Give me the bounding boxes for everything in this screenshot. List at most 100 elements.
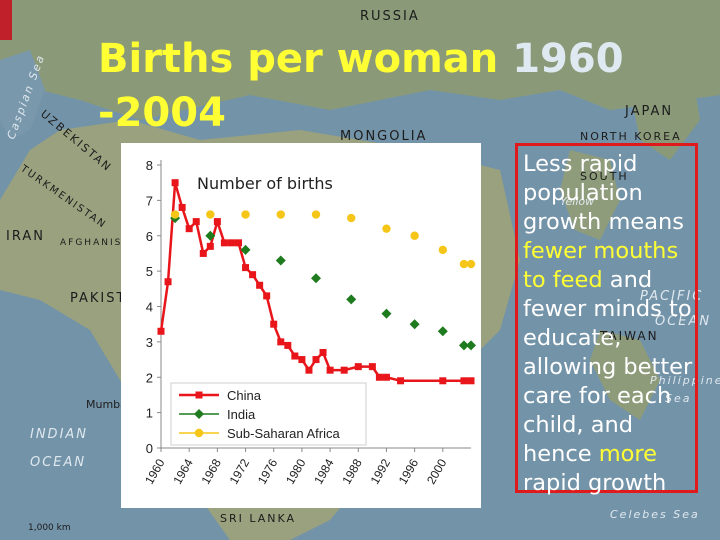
data-point-china xyxy=(439,377,447,385)
chart-annotation: Number of births xyxy=(197,174,333,193)
data-point-china xyxy=(397,377,405,385)
legend-marker-sub-saharan-africa xyxy=(194,428,204,438)
y-tick-label: 2 xyxy=(146,370,153,385)
x-tick-label: 1996 xyxy=(396,456,422,486)
map-label-taiwan: TAIWAN xyxy=(599,329,659,343)
data-point-china xyxy=(164,278,172,286)
text-part-2: and fewer minds to educate, allowing bet… xyxy=(523,267,693,467)
data-point-china xyxy=(185,225,193,233)
map-label-sea: Sea xyxy=(665,392,692,405)
slide-title: Births per woman 1960 -2004 xyxy=(98,32,658,140)
data-point-china xyxy=(256,281,264,289)
data-point-india xyxy=(437,326,448,337)
data-point-india xyxy=(466,340,476,351)
data-point-china xyxy=(368,363,376,371)
x-tick-label: 1960 xyxy=(142,456,168,486)
map-label-celebes: Celebes Sea xyxy=(610,508,700,521)
data-point-china xyxy=(305,366,313,374)
data-point-india xyxy=(311,273,321,284)
explanation-text: Less rapid population growth means fewer… xyxy=(518,146,695,498)
data-point-sub-saharan-africa xyxy=(311,210,321,219)
data-point-china xyxy=(263,292,271,300)
title-main: Births per woman xyxy=(98,36,499,82)
text-highlight-mouths: fewer mouths to feed xyxy=(523,238,679,293)
data-point-china xyxy=(213,218,221,226)
data-point-china xyxy=(220,239,228,247)
map-label-north-korea: NORTH KOREA xyxy=(580,130,682,143)
data-point-china xyxy=(242,264,250,272)
x-tick-label: 1984 xyxy=(311,456,337,486)
data-point-china xyxy=(277,338,285,346)
legend-marker-china xyxy=(195,391,203,399)
legend-marker-india xyxy=(194,409,204,419)
data-point-sub-saharan-africa xyxy=(438,245,448,255)
data-point-china xyxy=(157,327,165,335)
fertility-chart: 0 1 2 3 4 5 6 7 8 1960 1964 1968 1972 1976 1980 1984 198… xyxy=(142,158,476,487)
data-point-china xyxy=(249,271,257,279)
text-part-1: Less rapid population growth means xyxy=(523,151,684,235)
title-year-start: 1960 xyxy=(512,36,624,82)
data-point-india xyxy=(458,340,469,351)
text-part-3: rapid growth xyxy=(523,470,667,496)
data-point-india xyxy=(409,319,420,330)
data-point-china xyxy=(235,239,242,247)
chart-panel: 0 1 2 3 4 5 6 7 8 1960 1964 1968 1972 1976 1980 1984 198… xyxy=(121,143,481,508)
y-tick-label: 1 xyxy=(146,406,153,421)
explanation-box: Less rapid population growth means fewer… xyxy=(515,143,698,496)
data-point-china xyxy=(467,377,475,385)
data-point-china xyxy=(298,356,306,364)
x-tick-label: 1972 xyxy=(227,456,253,486)
map-label-philippine: Philippine xyxy=(650,374,720,387)
map-label-indian: INDIAN xyxy=(30,427,88,442)
map-label-japan: JAPAN xyxy=(624,104,673,119)
data-point-sub-saharan-africa xyxy=(276,210,285,219)
data-point-china xyxy=(227,239,235,247)
data-point-china xyxy=(291,352,299,360)
map-label-mumbai: Mumbai xyxy=(86,398,130,411)
x-tick-label: 2000 xyxy=(424,456,450,486)
data-point-china xyxy=(375,373,383,381)
y-tick-label: 4 xyxy=(146,300,153,315)
y-tick-label: 8 xyxy=(146,158,153,173)
data-point-india xyxy=(275,255,286,266)
map-label-mongolia: MONGOLIA xyxy=(340,129,427,144)
data-point-china xyxy=(171,179,179,187)
data-point-sub-saharan-africa xyxy=(382,224,391,233)
data-point-sub-saharan-africa xyxy=(170,210,180,219)
x-tick-label: 1976 xyxy=(255,456,281,486)
x-tick-label: 1964 xyxy=(170,456,196,486)
y-tick-label: 5 xyxy=(146,264,153,279)
data-point-sub-saharan-africa xyxy=(347,213,356,223)
title-year-end: -2004 xyxy=(98,90,226,136)
map-label-scale: 1,000 km xyxy=(28,523,71,533)
map-label-sri-lanka: SRI LANKA xyxy=(220,512,296,525)
y-tick-label: 0 xyxy=(146,441,153,456)
data-point-sub-saharan-africa xyxy=(410,231,419,240)
map-label-ocean: OCEAN xyxy=(30,455,86,470)
x-tick-label: 1968 xyxy=(198,456,224,486)
data-point-china xyxy=(270,320,278,328)
y-tick-label: 6 xyxy=(146,229,153,244)
legend-label-sub-saharan-africa: Sub-Saharan Africa xyxy=(227,426,341,441)
data-point-sub-saharan-africa xyxy=(466,259,476,269)
data-point-india xyxy=(240,244,251,255)
legend-label-india: India xyxy=(227,407,256,422)
data-point-china xyxy=(206,242,214,250)
data-point-india xyxy=(381,308,392,319)
data-point-india xyxy=(205,230,216,241)
series-line-china xyxy=(159,181,471,383)
map-label-yellow: Yellow xyxy=(560,195,594,208)
map-label-pacific: PACIFIC xyxy=(640,289,703,304)
text-highlight-more: more xyxy=(598,441,658,467)
data-point-china xyxy=(340,366,348,374)
data-point-china xyxy=(199,249,207,257)
data-point-china xyxy=(192,218,200,226)
y-tick-label: 3 xyxy=(146,335,153,350)
data-point-china xyxy=(319,348,327,356)
data-point-china xyxy=(326,366,334,374)
data-point-india xyxy=(346,294,357,305)
data-point-sub-saharan-africa xyxy=(459,259,469,269)
legend-label-china: China xyxy=(227,388,262,403)
x-tick-label: 1980 xyxy=(283,456,309,486)
data-point-sub-saharan-africa xyxy=(206,210,215,219)
